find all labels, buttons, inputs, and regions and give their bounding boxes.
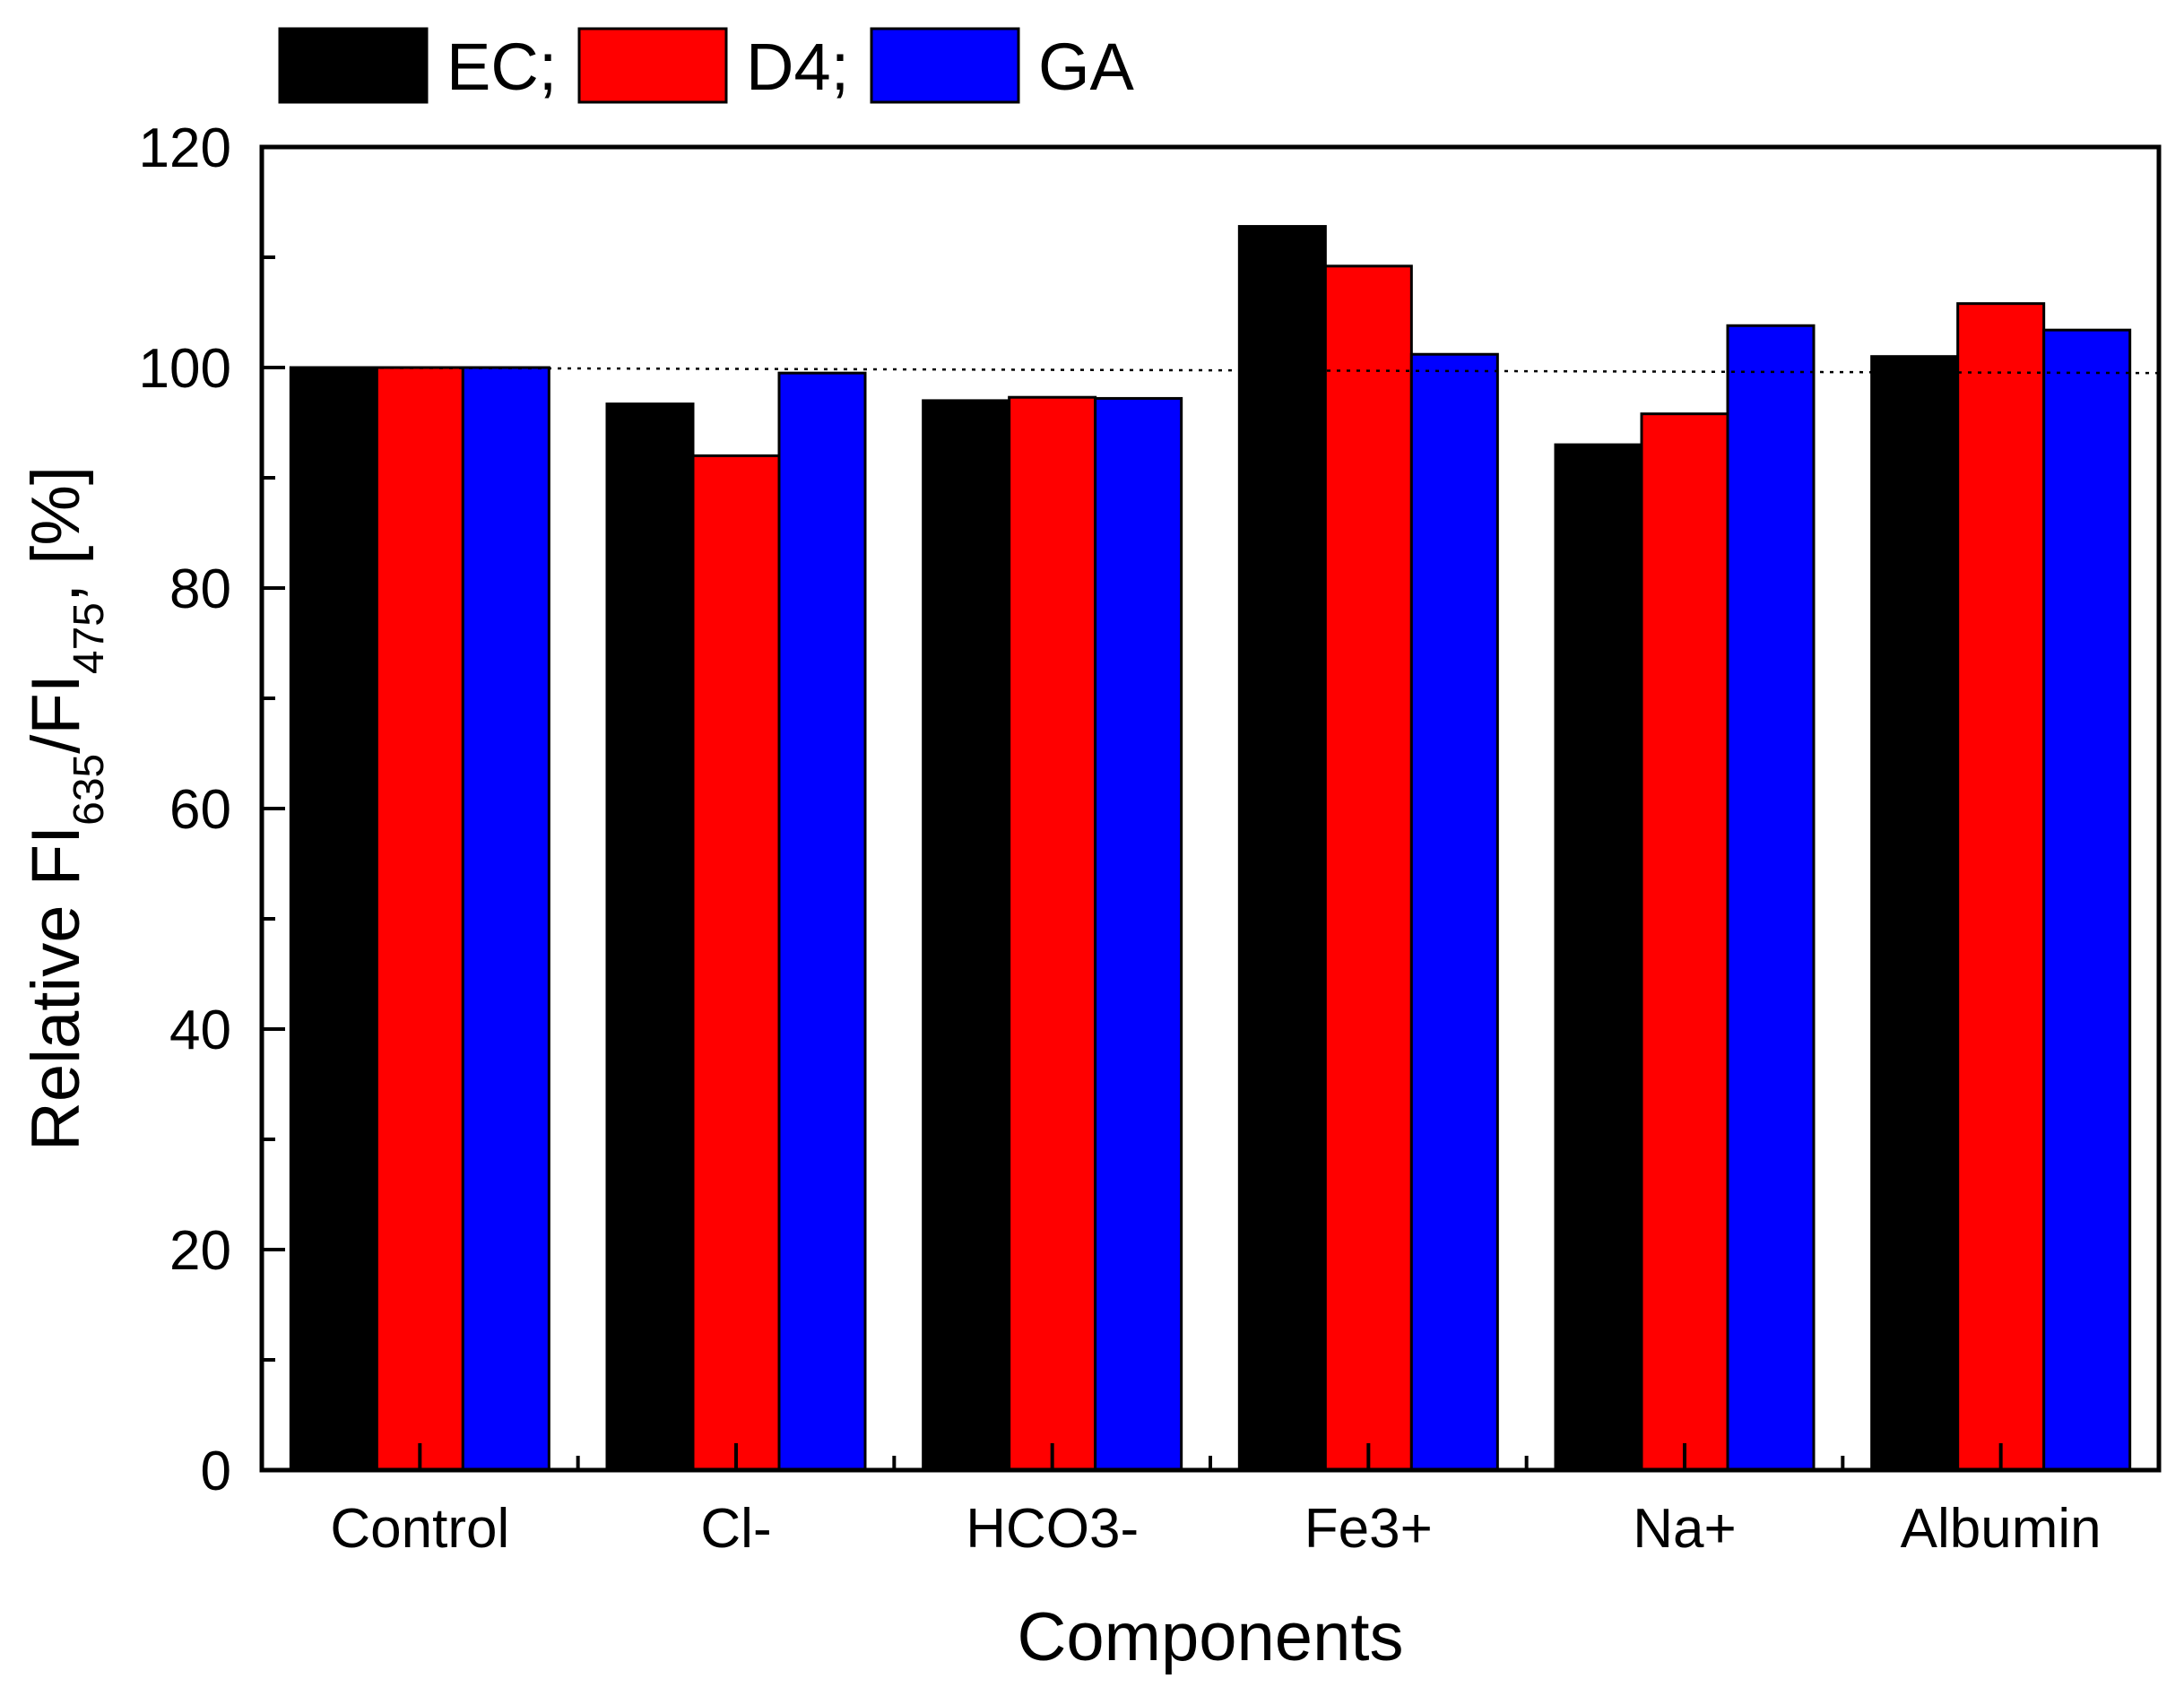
bar-ec-5: [1870, 355, 1960, 1472]
bar-ga-5: [2042, 328, 2132, 1472]
bar-d4-0: [375, 366, 464, 1472]
bar-ga-1: [777, 371, 867, 1472]
bar-ga-4: [1726, 324, 1816, 1472]
y-tick-label: 40: [169, 999, 231, 1061]
bar-ga-0: [461, 366, 550, 1472]
legend-label-ec: EC;: [446, 30, 557, 104]
x-tick-label: Albumin: [1901, 1498, 2102, 1560]
bar-d4-1: [691, 454, 781, 1472]
bar-d4-5: [1956, 302, 2046, 1472]
x-tick-label: Control: [330, 1498, 509, 1560]
bar-d4-4: [1640, 412, 1729, 1472]
bar-d4-3: [1323, 264, 1413, 1472]
y-tick-label: 120: [139, 117, 231, 179]
x-tick-label: Fe3+: [1304, 1498, 1433, 1560]
x-axis-title: Components: [1018, 1599, 1404, 1675]
legend-swatch-ga: [870, 27, 1020, 104]
x-tick-label: HCO3-: [966, 1498, 1139, 1560]
y-tick-label: 20: [169, 1220, 231, 1282]
x-tick-label: Na+: [1633, 1498, 1736, 1560]
y-tick-label: 80: [169, 558, 231, 620]
x-axis: Control Cl- HCO3- Fe3+ Na+ Albumin: [330, 1443, 2102, 1560]
y-tick-label: 100: [139, 338, 231, 400]
bar-ec-4: [1554, 443, 1643, 1472]
bar-ga-3: [1409, 352, 1499, 1472]
y-tick-label: 60: [169, 779, 231, 841]
bar-ec-2: [922, 399, 1011, 1472]
y-tick-label: 0: [201, 1441, 231, 1502]
legend-label-ga: GA: [1038, 30, 1135, 104]
legend-swatch-d4: [577, 27, 728, 104]
y-axis: 0 20 40 60 80 100 120: [139, 117, 285, 1502]
y-axis-title: Relative FI635/FI475, [%]: [18, 466, 113, 1151]
bar-ec-1: [605, 402, 695, 1472]
bars-layer: [289, 225, 2132, 1472]
bar-ga-2: [1094, 396, 1183, 1472]
reference-line: [261, 366, 2160, 375]
x-tick-label: Cl-: [700, 1498, 771, 1560]
legend-label-d4: D4;: [746, 30, 849, 104]
bar-d4-2: [1008, 395, 1097, 1472]
legend: EC; D4; GA: [278, 27, 1135, 104]
bar-ec-3: [1237, 225, 1327, 1472]
legend-swatch-ec: [278, 27, 429, 104]
bar-ec-0: [289, 366, 378, 1472]
